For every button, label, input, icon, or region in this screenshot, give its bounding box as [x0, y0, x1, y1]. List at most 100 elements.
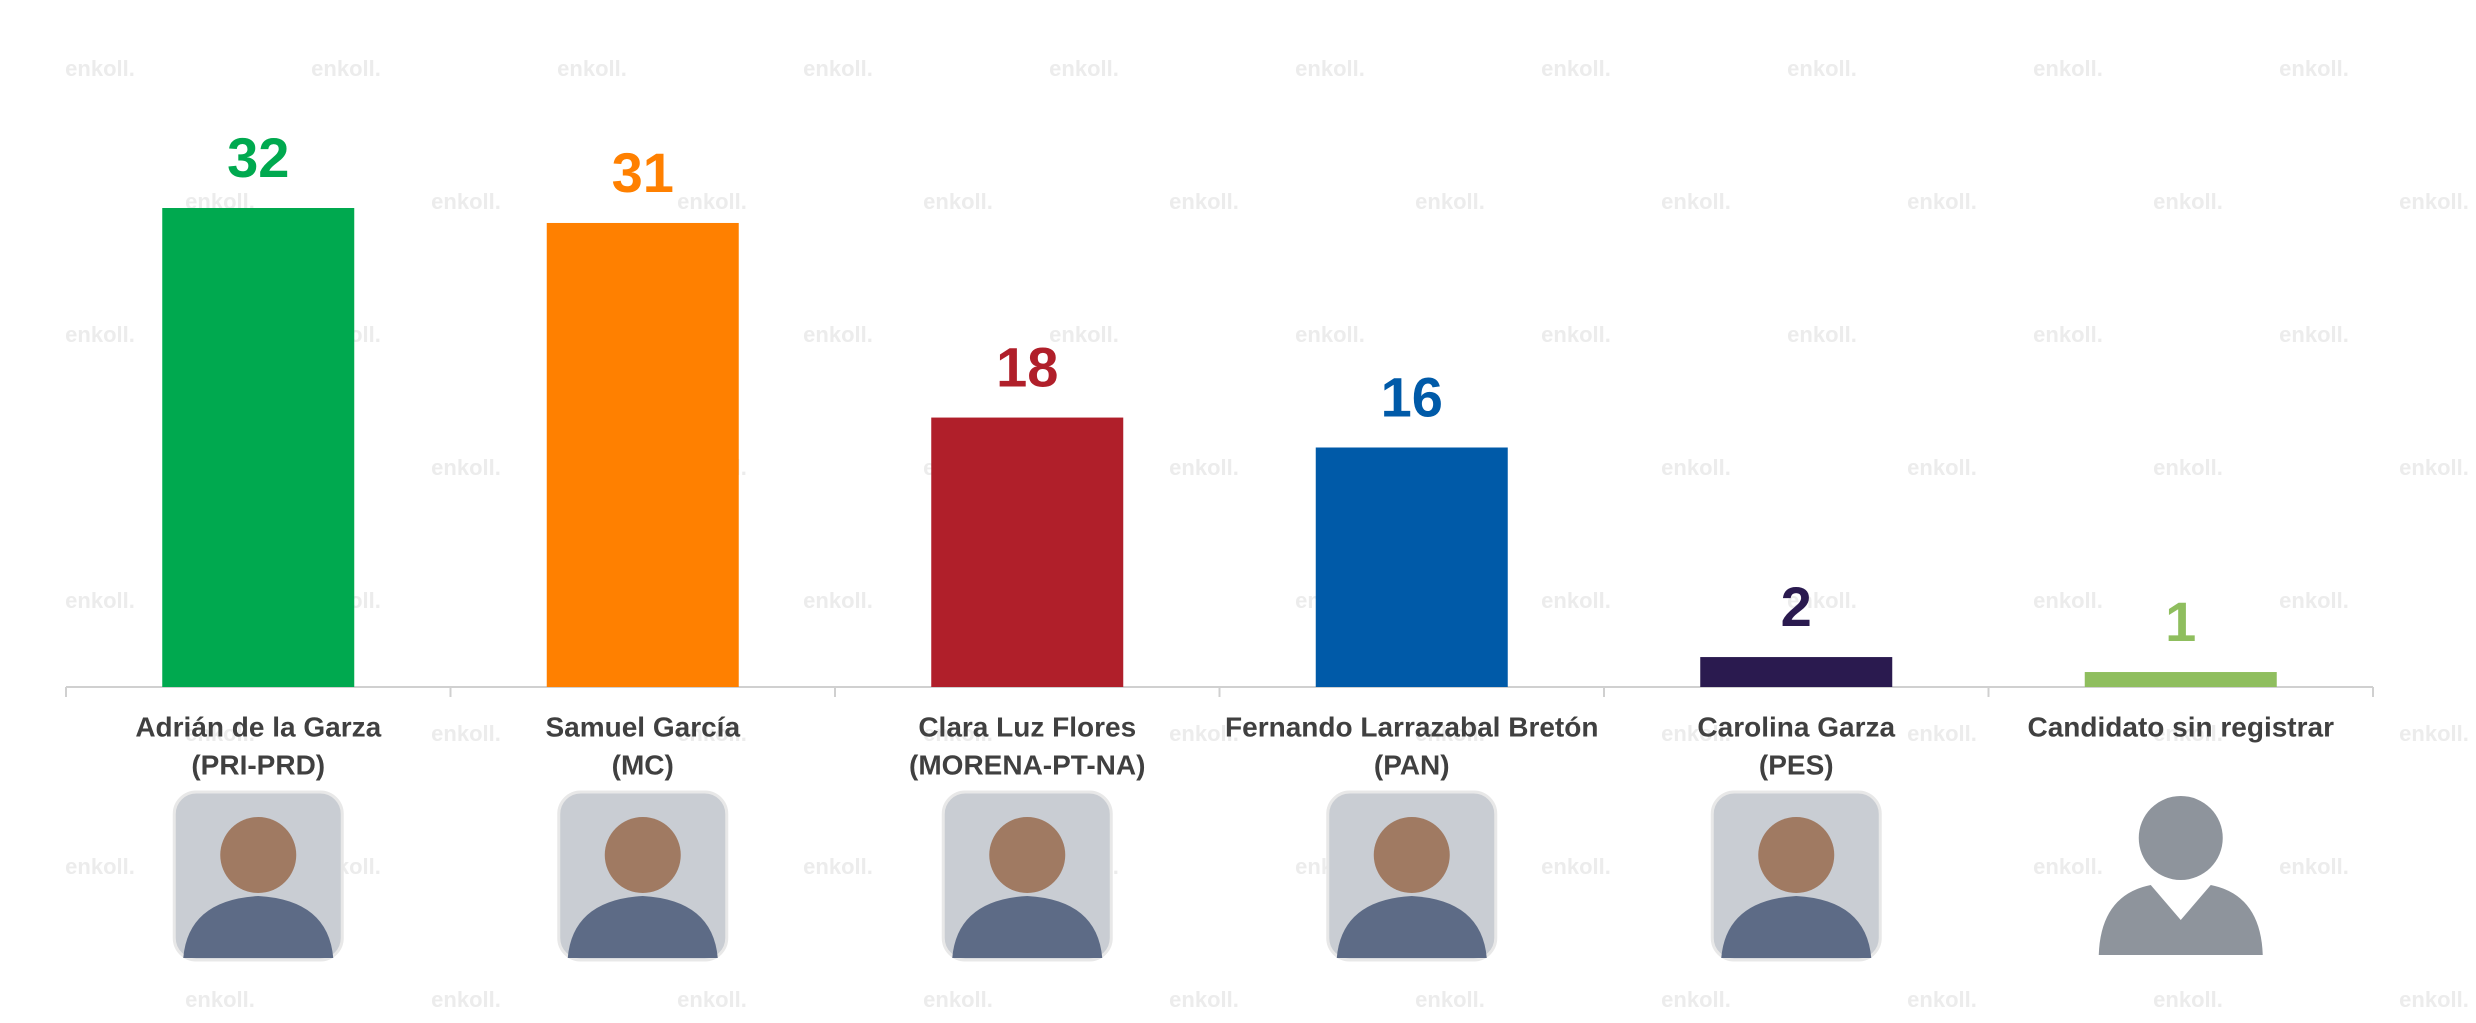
- watermark-text: enkoll.: [431, 189, 501, 214]
- watermark-text: enkoll.: [2153, 189, 2223, 214]
- watermark-text: enkoll.: [65, 322, 135, 347]
- watermark-text: enkoll.: [803, 854, 873, 879]
- watermark-text: enkoll.: [431, 721, 501, 746]
- x-tick-label: Clara Luz Flores: [918, 711, 1136, 742]
- watermark-text: enkoll.: [2033, 322, 2103, 347]
- x-tick-label: Adrián de la Garza: [135, 711, 381, 742]
- watermark-text: enkoll.: [1907, 987, 1977, 1012]
- watermark-text: enkoll.: [1787, 322, 1857, 347]
- watermark-text: enkoll.: [1541, 588, 1611, 613]
- watermark-text: enkoll.: [803, 322, 873, 347]
- watermark-text: enkoll.: [2279, 588, 2349, 613]
- watermark-text: enkoll.: [557, 56, 627, 81]
- watermark-text: enkoll.: [1661, 189, 1731, 214]
- watermark-text: enkoll.: [1661, 987, 1731, 1012]
- photo-body: [567, 896, 718, 958]
- watermark-text: enkoll.: [2033, 56, 2103, 81]
- watermark-text: enkoll.: [2153, 455, 2223, 480]
- x-tick-label: Fernando Larrazabal Bretón: [1225, 711, 1598, 742]
- bar: [1315, 447, 1508, 687]
- watermark-text: enkoll.: [2033, 588, 2103, 613]
- photo-body: [952, 896, 1103, 958]
- value-label: 2: [1781, 575, 1812, 638]
- watermark-text: enkoll.: [311, 56, 381, 81]
- bar: [931, 417, 1124, 687]
- watermark-text: enkoll.: [1907, 721, 1977, 746]
- bar: [2084, 672, 2277, 687]
- photo-head: [1758, 817, 1835, 893]
- bar: [162, 208, 355, 687]
- photos: [172, 790, 2263, 962]
- watermark-text: enkoll.: [1907, 189, 1977, 214]
- watermark-text: enkoll.: [1295, 56, 1365, 81]
- watermark-text: enkoll.: [923, 987, 993, 1012]
- watermark-text: enkoll.: [185, 987, 255, 1012]
- party-label: (MC): [612, 749, 674, 780]
- photo-body: [1721, 896, 1872, 958]
- watermarks: enkoll. enkoll. enkoll. enkoll. enkoll. enkol…: [65, 56, 2469, 1012]
- watermark-text: enkoll.: [1295, 322, 1365, 347]
- watermark-text: enkoll.: [1169, 455, 1239, 480]
- watermark-text: enkoll.: [1661, 721, 1731, 746]
- watermark-text: enkoll.: [677, 987, 747, 1012]
- x-tick-label: Samuel García: [545, 711, 740, 742]
- photo-head: [989, 817, 1066, 893]
- bar: [1700, 657, 1893, 687]
- watermark-text: enkoll.: [803, 56, 873, 81]
- watermark-text: enkoll.: [923, 189, 993, 214]
- party-label: (MORENA-PT-NA): [909, 749, 1145, 780]
- watermark-text: enkoll.: [2033, 854, 2103, 879]
- watermark-text: enkoll.: [1169, 987, 1239, 1012]
- watermark-text: enkoll.: [2399, 455, 2469, 480]
- watermark-text: enkoll.: [431, 987, 501, 1012]
- watermark-text: enkoll.: [2153, 987, 2223, 1012]
- watermark-text: enkoll.: [2399, 189, 2469, 214]
- value-label: 18: [996, 335, 1058, 398]
- photo-body: [1336, 896, 1487, 958]
- value-label: 31: [612, 141, 674, 204]
- watermark-text: enkoll.: [2399, 721, 2469, 746]
- watermark-text: enkoll.: [1541, 854, 1611, 879]
- photo-body: [183, 896, 334, 958]
- watermark-text: enkoll.: [1787, 56, 1857, 81]
- watermark-text: enkoll.: [2279, 854, 2349, 879]
- watermark-text: enkoll.: [2399, 987, 2469, 1012]
- watermark-text: enkoll.: [923, 721, 993, 746]
- silhouette-head: [2138, 796, 2223, 880]
- watermark-text: enkoll.: [1541, 322, 1611, 347]
- watermark-text: enkoll.: [1415, 721, 1485, 746]
- watermark-text: enkoll.: [1049, 56, 1119, 81]
- photo-head: [220, 817, 297, 893]
- party-label: (PAN): [1374, 749, 1450, 780]
- watermark-text: enkoll.: [677, 189, 747, 214]
- watermark-text: enkoll.: [1049, 322, 1119, 347]
- party-label: (PRI-PRD): [191, 749, 325, 780]
- x-tick-label: Carolina Garza: [1697, 711, 1895, 742]
- watermark-text: enkoll.: [185, 721, 255, 746]
- watermark-text: enkoll.: [2279, 56, 2349, 81]
- watermark-text: enkoll.: [1541, 56, 1611, 81]
- photo-head: [604, 817, 681, 893]
- watermark-text: enkoll.: [65, 56, 135, 81]
- watermark-text: enkoll.: [65, 588, 135, 613]
- watermark-text: enkoll.: [65, 854, 135, 879]
- photo-head: [1373, 817, 1450, 893]
- party-label: (PES): [1759, 749, 1834, 780]
- watermark-text: enkoll.: [1415, 189, 1485, 214]
- watermark-text: enkoll.: [1169, 189, 1239, 214]
- value-label: 1: [2165, 590, 2196, 653]
- watermark-text: enkoll.: [1907, 455, 1977, 480]
- watermark-text: enkoll.: [1787, 588, 1857, 613]
- watermark-text: enkoll.: [2279, 322, 2349, 347]
- watermark-text: enkoll.: [803, 588, 873, 613]
- watermark-text: enkoll.: [1415, 987, 1485, 1012]
- x-tick-label: Candidato sin registrar: [2027, 711, 2334, 742]
- watermark-text: enkoll.: [677, 721, 747, 746]
- watermark-text: enkoll.: [2153, 721, 2223, 746]
- value-label: 32: [227, 126, 289, 189]
- value-label: 16: [1381, 365, 1443, 428]
- bar: [546, 222, 739, 687]
- watermark-text: enkoll.: [1169, 721, 1239, 746]
